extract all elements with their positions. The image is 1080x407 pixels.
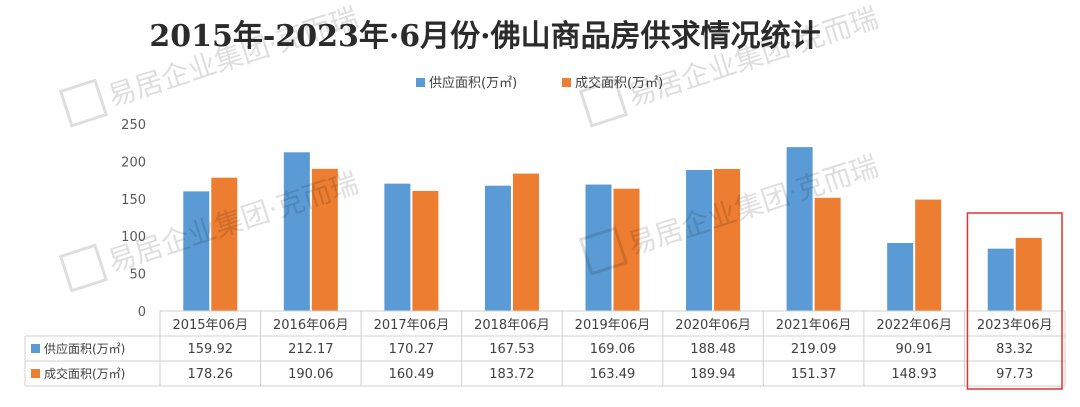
highlight-box — [966, 212, 1063, 390]
chart-title: 2015年-2023年·6月份·佛山商品房供求情况统计 — [149, 19, 820, 54]
bar — [211, 177, 238, 311]
data-value-label: 183.72 — [489, 367, 535, 382]
data-value-label: 167.53 — [489, 342, 535, 357]
data-value-label: 189.94 — [690, 367, 736, 382]
bar — [384, 183, 411, 311]
x-category-label: 2015年06月 — [172, 318, 248, 333]
bar-series-group — [183, 147, 1042, 311]
data-value-label: 188.48 — [690, 342, 736, 357]
y-tick-label: 250 — [121, 118, 146, 133]
data-value-label: 190.06 — [288, 367, 334, 382]
watermark-text: 易居企业集团·克而瑞 — [104, 1, 362, 113]
bar — [412, 190, 439, 311]
data-value-label: 151.37 — [791, 367, 837, 382]
watermark-logo — [58, 78, 108, 128]
data-value-label: 169.06 — [590, 342, 636, 357]
bar — [1015, 237, 1042, 311]
bar — [512, 173, 539, 311]
x-category-label: 2022年06月 — [876, 318, 952, 333]
bar — [183, 191, 210, 311]
x-category-label: 2023年06月 — [977, 318, 1053, 333]
bar — [311, 168, 338, 311]
watermark-logo — [58, 243, 108, 293]
y-tick-label: 0 — [138, 305, 146, 320]
chart-legend: 供应面积(万㎡) 成交面积(万㎡) — [416, 75, 663, 91]
bar — [613, 188, 640, 311]
data-value-label: 170.27 — [389, 342, 435, 357]
table-series-label: 供应面积(万㎡) — [44, 341, 125, 356]
watermark-text: 易居企业集团·克而瑞 — [624, 149, 882, 261]
data-value-label: 178.26 — [188, 367, 234, 382]
data-value-label: 159.92 — [188, 342, 234, 357]
legend-swatch — [416, 78, 425, 87]
bar — [915, 199, 942, 311]
data-value-label: 97.73 — [996, 367, 1033, 382]
table-series-swatch — [31, 344, 40, 353]
watermark-logo — [578, 226, 628, 276]
x-category-label: 2016年06月 — [273, 318, 349, 333]
x-category-label: 2021年06月 — [776, 318, 852, 333]
data-value-label: 83.32 — [996, 342, 1033, 357]
data-value-label: 90.91 — [896, 342, 933, 357]
y-tick-label: 50 — [129, 268, 146, 283]
x-category-label: 2018年06月 — [474, 318, 550, 333]
y-tick-label: 200 — [121, 155, 146, 170]
watermark-text: 易居企业集团·克而瑞 — [624, 1, 882, 113]
data-value-label: 219.09 — [791, 342, 837, 357]
y-tick-label: 100 — [121, 230, 146, 245]
x-category-label: 2020年06月 — [675, 318, 751, 333]
y-axis: 0 50 100 150 200 250 — [121, 118, 146, 320]
bar — [585, 184, 612, 311]
bar — [714, 168, 741, 311]
legend-label: 供应面积(万㎡) — [429, 75, 517, 91]
bar — [887, 242, 914, 311]
data-value-label: 160.49 — [389, 367, 435, 382]
y-tick-label: 150 — [121, 193, 146, 208]
x-category-label: 2019年06月 — [575, 318, 651, 333]
bar — [283, 152, 310, 311]
data-value-label: 148.93 — [891, 367, 937, 382]
watermark-logo — [578, 78, 628, 128]
bar — [786, 147, 813, 311]
table-series-swatch — [31, 369, 40, 378]
legend-swatch — [562, 78, 571, 87]
data-value-label: 163.49 — [590, 367, 636, 382]
bar — [484, 185, 511, 311]
bar — [987, 248, 1014, 311]
data-table: 2015年06月 2016年06月 2017年06月 2018年06月 2019年06月… — [24, 310, 1066, 387]
legend-label: 成交面积(万㎡) — [575, 75, 663, 91]
highlight-rect — [966, 212, 1063, 390]
bar — [814, 197, 841, 311]
table-series-label: 成交面积(万㎡) — [44, 366, 125, 381]
bar — [686, 170, 713, 311]
x-category-label: 2017年06月 — [374, 318, 450, 333]
data-value-label: 212.17 — [288, 342, 334, 357]
